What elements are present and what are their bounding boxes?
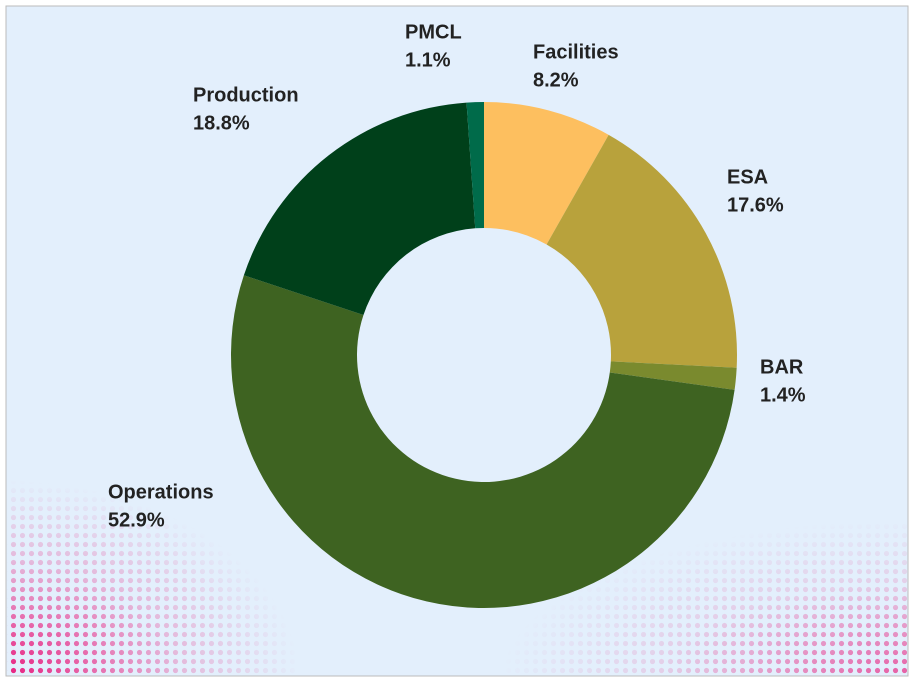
value-label: 52.9% — [108, 510, 165, 532]
value-label: 8.2% — [533, 70, 579, 92]
slice-label: Production — [193, 85, 299, 107]
value-label: 1.4% — [760, 385, 806, 407]
value-label: 1.1% — [405, 50, 451, 72]
value-label: 17.6% — [727, 195, 784, 217]
slice-label: Facilities — [533, 42, 619, 64]
value-label: 18.8% — [193, 113, 250, 135]
chart: Facilities 8.2% ESA 17.6% BAR 1.4% Operations 5… — [0, 0, 914, 682]
slice-label: BAR — [760, 357, 804, 379]
slice-label: Operations — [108, 482, 214, 504]
slice-label: ESA — [727, 167, 768, 189]
slice-label: PMCL — [405, 22, 462, 44]
